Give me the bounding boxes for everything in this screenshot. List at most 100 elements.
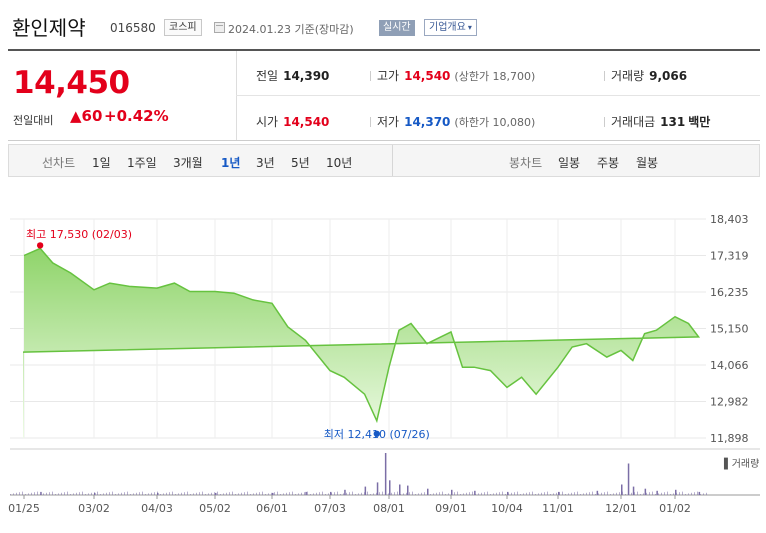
volume-bar (22, 491, 23, 495)
volume-bar (631, 492, 632, 495)
volume-bar (181, 492, 182, 495)
volume-bar (151, 492, 152, 495)
volume-bar (424, 492, 425, 495)
volume-bar (656, 490, 658, 495)
volume-bar (13, 493, 14, 495)
volume-bar (256, 492, 257, 495)
volume-bar (268, 493, 269, 495)
volume-bar (157, 492, 159, 495)
volume-bar (675, 489, 677, 496)
volume-bar (703, 493, 704, 495)
volume-bar (211, 492, 212, 495)
volume-bar (558, 491, 560, 495)
volume-bar (415, 494, 416, 495)
volume-bar (313, 493, 314, 495)
tab-monthly-candle[interactable]: 월봉 (636, 156, 659, 170)
volume-bar (301, 492, 302, 495)
volume-bar (31, 492, 32, 495)
volume-bar (481, 492, 482, 495)
volume-bar (550, 494, 551, 495)
volume-bar (187, 491, 188, 495)
volume-bar (295, 494, 296, 495)
volume-bar (679, 492, 680, 495)
volume-bar (175, 494, 176, 495)
volume-bar (394, 492, 395, 495)
company-info-button[interactable]: 기업개요 ▾ (424, 19, 477, 36)
volume-bar (202, 491, 203, 495)
volume-bar (430, 494, 431, 495)
volume-bar (283, 493, 284, 495)
volume-bar (544, 492, 545, 495)
volume-bar (199, 492, 200, 495)
volume-bar (574, 492, 575, 495)
volume-bar (55, 494, 56, 495)
volume-bar (389, 480, 391, 495)
volume-bar (436, 492, 437, 495)
volume-bar (280, 494, 281, 495)
volume-bar (499, 492, 500, 495)
volume-bar (316, 492, 317, 495)
volume-bar (346, 492, 347, 495)
volume-bar (352, 491, 353, 495)
volume-bar (565, 494, 566, 495)
candle-chart-label: 봉차트 (509, 156, 543, 170)
volume-bar (292, 491, 293, 495)
y-tick-label: 12,982 (710, 396, 749, 409)
volume-bar (208, 493, 209, 495)
y-tick-label: 14,066 (710, 359, 749, 372)
volume-bar (643, 493, 644, 495)
volume-bar (238, 493, 239, 495)
volume-bar (235, 494, 236, 495)
volume-bar (43, 493, 44, 495)
prev-close-label: 전일 (256, 69, 279, 83)
tab-1-year[interactable]: 1년 (221, 156, 241, 170)
realtime-button[interactable]: 실시간 (379, 20, 415, 36)
volume-bar (502, 491, 503, 495)
volume-bar (178, 493, 179, 495)
volume-bar (250, 494, 251, 495)
volume-bar (538, 493, 539, 495)
volume-bar (307, 491, 308, 495)
tab-weekly-candle[interactable]: 주봉 (597, 156, 620, 170)
volume-bar (688, 493, 689, 495)
volume-bar (637, 491, 638, 495)
calendar-icon (214, 22, 225, 33)
volume-bar (97, 491, 98, 495)
volume-bar (121, 492, 122, 495)
prev-close-value: 14,390 (283, 69, 330, 83)
volume-bar (698, 491, 701, 495)
volume-bar (529, 492, 530, 495)
volume-bar (229, 492, 230, 495)
volume-bar (355, 494, 356, 495)
volume-bar (73, 493, 74, 495)
volume-bar (373, 493, 374, 495)
chart-tabs: 선차트 1일 1주일 3개월 1년 3년 5년 10년 봉차트 일봉 주봉 월봉 (8, 144, 760, 177)
tab-1-week[interactable]: 1주일 (127, 156, 157, 170)
volume-bar (241, 492, 242, 495)
volume-bar (106, 492, 107, 495)
trade-amount: 거래대금 131 백만 (604, 113, 710, 130)
volume-bar (625, 494, 626, 495)
volume-bar (193, 493, 194, 495)
volume-bar (487, 491, 488, 495)
x-tick-label: 04/03 (141, 502, 173, 515)
tab-5-year[interactable]: 5년 (291, 156, 310, 170)
tab-3-month[interactable]: 3개월 (173, 156, 203, 170)
high-price: 고가 14,540 (상한가 18,700) (370, 67, 535, 84)
volume-bar (262, 491, 263, 495)
x-tick-label: 03/02 (78, 502, 110, 515)
price-line (22, 247, 701, 424)
high-annotation: 최고 17,530 (02/03) (26, 228, 132, 241)
volume-bar (304, 492, 305, 495)
tab-daily-candle[interactable]: 일봉 (558, 156, 581, 170)
tab-10-year[interactable]: 10년 (326, 156, 353, 170)
volume-bar (646, 492, 647, 495)
price-area (23, 248, 699, 438)
company-info-label: 기업개요 (429, 22, 466, 33)
tab-3-year[interactable]: 3년 (256, 156, 275, 170)
tab-1-day[interactable]: 1일 (92, 156, 111, 170)
volume-bar (169, 492, 170, 495)
low-value: 14,370 (404, 115, 451, 129)
volume-bar (136, 492, 137, 495)
x-tick-label: 01/25 (8, 502, 40, 515)
